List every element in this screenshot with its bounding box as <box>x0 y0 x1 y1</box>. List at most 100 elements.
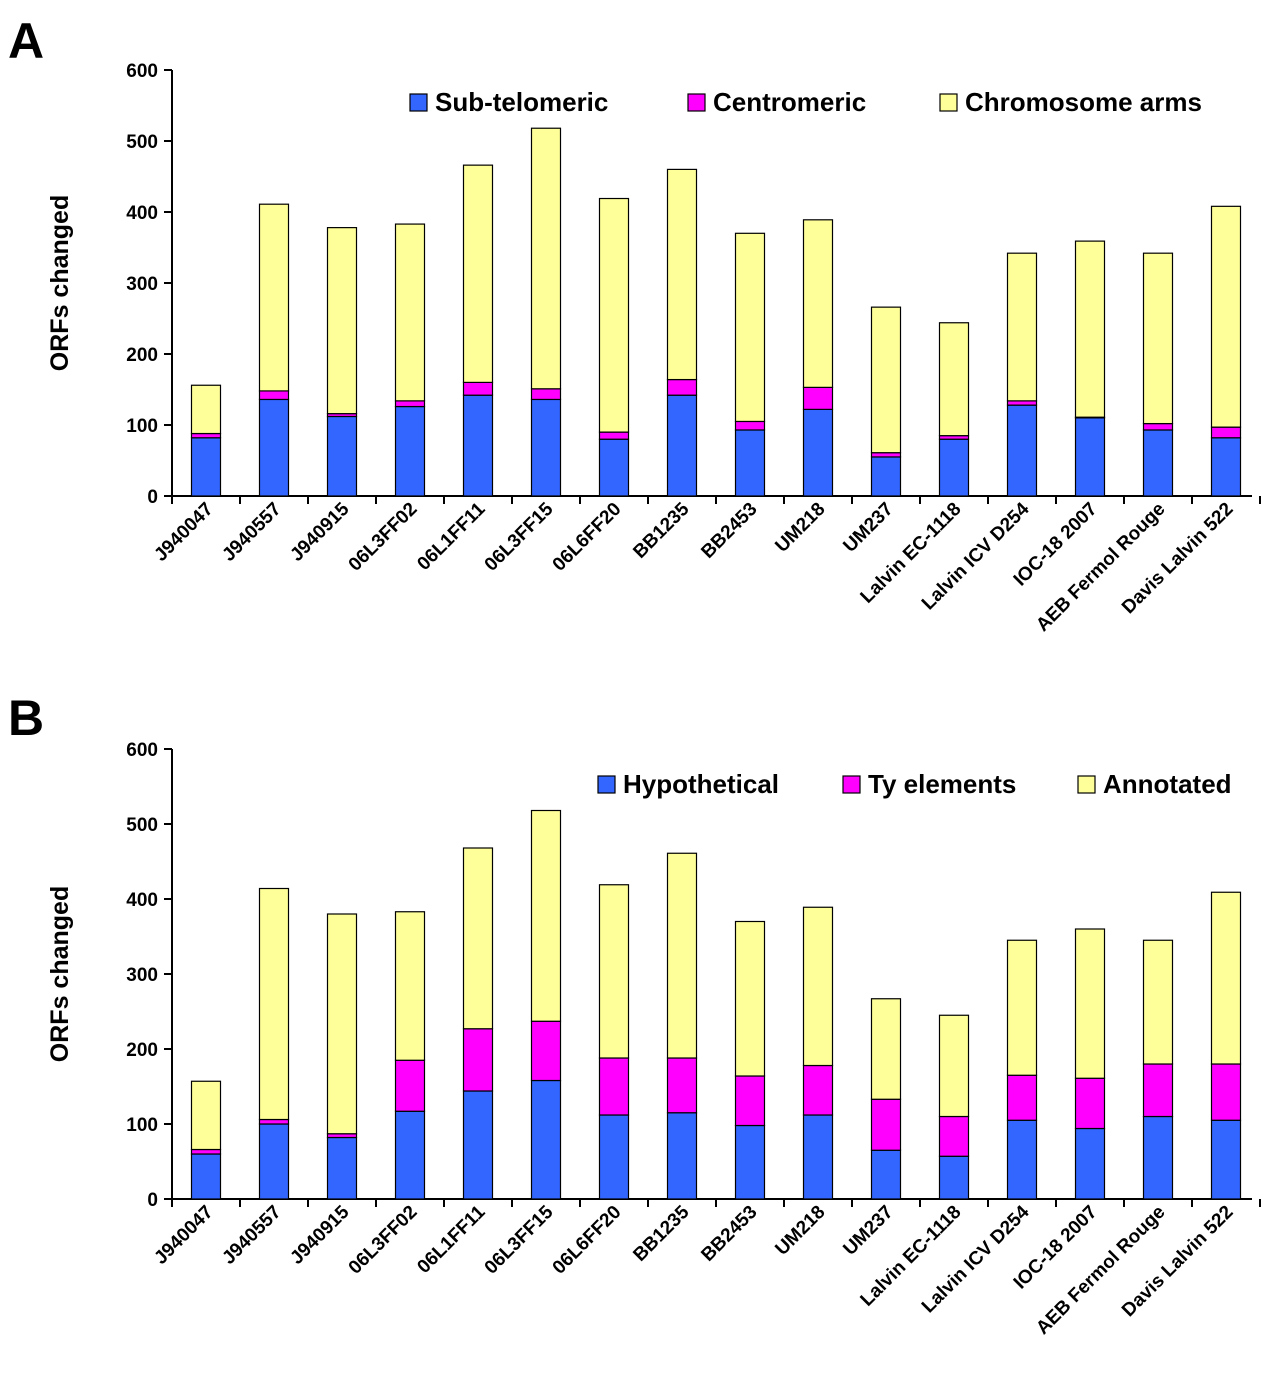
bar-centromeric <box>666 378 698 396</box>
legend-swatch <box>842 775 861 794</box>
x-category-label: UM237 <box>839 1202 897 1260</box>
bar-hypothetical <box>190 1153 222 1200</box>
bar-annotated <box>1142 939 1174 1065</box>
x-category-label: J940047 <box>150 499 217 566</box>
bar-chromosome-arms <box>1210 205 1242 428</box>
legend-label: Annotated <box>1103 769 1232 799</box>
bar-annotated <box>1006 939 1038 1076</box>
bar-chromosome-arms <box>734 232 766 423</box>
bar-hypothetical <box>598 1114 630 1200</box>
x-category-label: 06L3FF15 <box>481 498 558 575</box>
x-category-label: 06L3FF02 <box>345 1202 422 1279</box>
bar-sub-telomeric <box>326 415 358 497</box>
bar-hypothetical <box>462 1090 494 1200</box>
y-tick-label: 600 <box>126 61 158 82</box>
bar-sub-telomeric <box>530 398 562 497</box>
panel-letter: B <box>8 690 44 746</box>
bar-chromosome-arms <box>870 306 902 454</box>
x-category-label: 06L1FF11 <box>413 1201 489 1277</box>
panel-letter: A <box>8 13 44 69</box>
bar-chromosome-arms <box>530 127 562 390</box>
bar-ty-elements <box>1142 1063 1174 1118</box>
bar-centromeric <box>1210 426 1242 439</box>
y-tick-label: 300 <box>126 274 158 295</box>
legend-swatch <box>409 93 428 112</box>
y-tick-label: 500 <box>126 132 158 153</box>
x-category-label: UM218 <box>771 499 829 557</box>
x-category-label: AEB Fermol Rouge <box>1032 499 1169 636</box>
legend-label: Chromosome arms <box>965 87 1202 117</box>
legend-swatch <box>1077 775 1096 794</box>
bar-sub-telomeric <box>1006 404 1038 497</box>
bar-hypothetical <box>258 1123 290 1200</box>
bar-annotated <box>190 1080 222 1151</box>
bar-ty-elements <box>1210 1063 1242 1121</box>
bar-annotated <box>666 852 698 1059</box>
bar-hypothetical <box>734 1124 766 1200</box>
bar-ty-elements <box>870 1098 902 1151</box>
y-tick-label: 600 <box>126 740 158 761</box>
legend-label: Ty elements <box>868 769 1016 799</box>
bar-ty-elements <box>394 1059 426 1112</box>
bar-sub-telomeric <box>734 429 766 497</box>
legend: Sub-telomeric Centromeric Chromosome arms <box>409 87 1202 117</box>
bar-chromosome-arms <box>258 203 290 392</box>
y-tick-label: 200 <box>126 1040 158 1061</box>
legend-label: Sub-telomeric <box>435 87 608 117</box>
bar-chromosome-arms <box>394 223 426 402</box>
bar-chromosome-arms <box>938 322 970 437</box>
x-category-label: 06L6FF20 <box>549 1202 626 1279</box>
x-category-label: 06L3FF02 <box>345 499 422 576</box>
legend-label: Hypothetical <box>623 769 779 799</box>
bar-centromeric <box>598 431 630 440</box>
x-category-label: BB2453 <box>697 499 761 563</box>
bar-sub-telomeric <box>258 398 290 497</box>
y-tick-label: 300 <box>126 965 158 986</box>
x-category-label: J940557 <box>218 1202 285 1269</box>
bar-centromeric <box>462 381 494 396</box>
bar-chromosome-arms <box>462 164 494 383</box>
bar-annotated <box>802 906 834 1067</box>
bar-hypothetical <box>326 1136 358 1200</box>
bar-ty-elements <box>734 1075 766 1127</box>
legend-swatch <box>687 93 706 112</box>
bar-chromosome-arms <box>1142 252 1174 425</box>
bar-chromosome-arms <box>598 197 630 433</box>
bar-hypothetical <box>394 1110 426 1200</box>
y-axis-title: ORFs changed <box>46 886 74 1062</box>
bar-chromosome-arms <box>666 168 698 381</box>
bar-hypothetical <box>530 1079 562 1200</box>
bar-sub-telomeric <box>394 405 426 497</box>
bar-centromeric <box>870 452 902 458</box>
bar-sub-telomeric <box>462 394 494 497</box>
x-category-label: 06L3FF15 <box>481 1201 558 1278</box>
bar-annotated <box>462 847 494 1030</box>
bar-centromeric <box>394 400 426 408</box>
x-category-label: AEB Fermol Rouge <box>1032 1202 1169 1339</box>
bar-annotated <box>394 911 426 1061</box>
bar-centromeric <box>258 390 290 401</box>
bar-hypothetical <box>938 1155 970 1200</box>
bar-chromosome-arms <box>326 227 358 415</box>
bar-centromeric <box>802 386 834 410</box>
bar-hypothetical <box>870 1149 902 1200</box>
bar-annotated <box>938 1014 970 1118</box>
bar-chromosome-arms <box>1006 252 1038 402</box>
bar-centromeric <box>1006 400 1038 406</box>
bar-sub-telomeric <box>666 394 698 497</box>
bar-annotated <box>530 809 562 1022</box>
y-axis-title: ORFs changed <box>46 195 74 371</box>
bar-chromosome-arms <box>802 219 834 388</box>
bar-annotated <box>598 884 630 1059</box>
x-category-label: J940557 <box>218 499 285 566</box>
bar-chromosome-arms <box>1074 240 1106 418</box>
x-category-label: J940915 <box>286 1201 353 1268</box>
y-tick-label: 500 <box>126 815 158 836</box>
bar-centromeric <box>1142 422 1174 431</box>
y-tick-label: 100 <box>126 416 158 437</box>
bar-ty-elements <box>462 1028 494 1092</box>
bar-hypothetical <box>802 1114 834 1200</box>
bar-ty-elements <box>258 1118 290 1125</box>
